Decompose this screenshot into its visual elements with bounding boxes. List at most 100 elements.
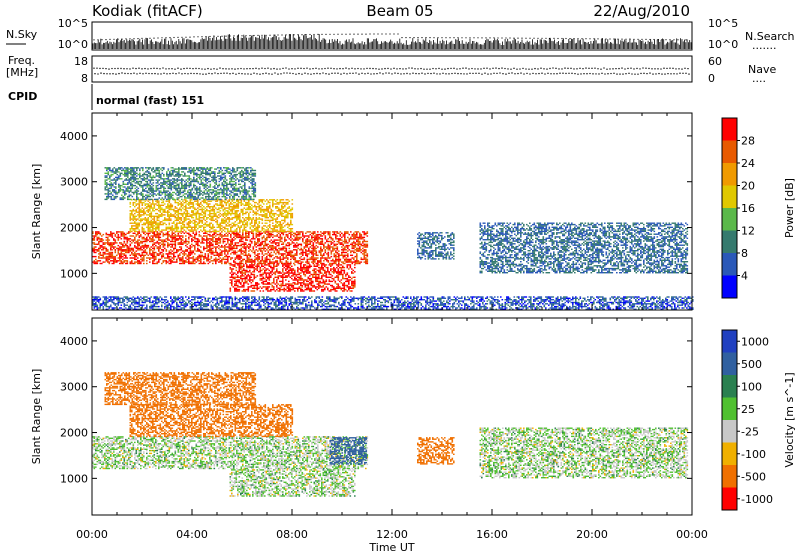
echo-cell (254, 242, 256, 244)
echo-cell (174, 240, 177, 243)
echo-cell (366, 261, 369, 263)
echo-cell (144, 246, 147, 248)
echo-cell (261, 240, 264, 243)
echo-cell (285, 260, 288, 262)
echo-cell (188, 247, 190, 250)
echo-cell (336, 283, 338, 285)
echo-cell (117, 247, 120, 250)
echo-cell (191, 239, 193, 241)
echo-cell (189, 201, 192, 204)
echo-cell (288, 254, 291, 256)
echo-cell (186, 207, 189, 209)
echo-cell (300, 268, 302, 270)
echo-cell (243, 242, 246, 244)
echo-cell (140, 221, 142, 223)
echo-cell (348, 282, 350, 284)
echo-cell (126, 240, 129, 243)
echo-cell (312, 250, 315, 252)
echo-cell (356, 258, 358, 261)
echo-cell (138, 207, 141, 209)
echo-cell (300, 243, 303, 245)
echo-cell (143, 257, 145, 259)
echo-cell (125, 254, 127, 256)
echo-cell (318, 260, 321, 262)
echo-cell (242, 262, 244, 265)
echo-cell (203, 261, 205, 263)
echo-cell (263, 240, 265, 243)
echo-cell (258, 249, 261, 251)
echo-cell (294, 271, 296, 273)
echo-cell (185, 261, 187, 263)
echo-cell (311, 238, 313, 240)
echo-cell (138, 249, 141, 251)
echo-cell (312, 255, 315, 258)
echo-cell (194, 225, 196, 227)
echo-cell (268, 272, 271, 274)
echo-cell (240, 272, 242, 274)
echo-cell (167, 233, 169, 236)
nave-dot (193, 72, 195, 75)
echo-cell (346, 264, 349, 266)
echo-cell (314, 236, 316, 239)
echo-cell (150, 238, 153, 240)
echo-cell (146, 232, 148, 234)
echo-cell (289, 266, 292, 269)
echo-cell (111, 243, 114, 245)
echo-cell (176, 230, 178, 233)
echo-cell (185, 206, 187, 208)
echo-cell (295, 277, 298, 280)
echo-cell (255, 284, 257, 287)
nave-dot (586, 73, 588, 75)
echo-cell (185, 219, 187, 222)
echo-cell (183, 221, 186, 223)
echo-cell (307, 280, 310, 283)
echo-cell (306, 261, 309, 263)
echo-cell (192, 244, 195, 247)
freq-dot (435, 68, 437, 70)
echo-cell (306, 260, 309, 262)
echo-cell (291, 283, 293, 285)
echo-cell (174, 226, 177, 228)
echo-cell (167, 254, 169, 256)
echo-cell (282, 253, 285, 255)
echo-cell (128, 246, 130, 248)
nsearch-dot (489, 37, 491, 39)
echo-cell (306, 283, 308, 285)
nsearch-dot (573, 38, 575, 40)
echo-cell (125, 249, 127, 251)
echo-cell (334, 271, 337, 273)
echo-cell (221, 262, 223, 265)
echo-cell (297, 247, 300, 250)
echo-cell (137, 242, 139, 244)
echo-cell (259, 279, 262, 281)
echo-cell (318, 282, 320, 284)
echo-cell (366, 246, 369, 248)
echo-cell (250, 286, 253, 288)
echo-cell (141, 203, 144, 205)
echo-cell (360, 235, 363, 237)
echo-cell (264, 253, 267, 255)
echo-cell (206, 260, 208, 262)
echo-cell (209, 261, 211, 263)
echo-cell (267, 268, 269, 270)
echo-cell (188, 242, 190, 244)
echo-cell (304, 269, 307, 272)
echo-cell (204, 257, 207, 259)
echo-cell (216, 258, 219, 261)
echo-cell (236, 254, 238, 256)
echo-cell (292, 284, 295, 287)
echo-cell (270, 271, 272, 273)
echo-cell (183, 206, 186, 208)
echo-cell (294, 232, 297, 234)
echo-cell (262, 276, 265, 278)
echo-cell (304, 266, 307, 269)
echo-cell (203, 232, 205, 234)
echo-cell (113, 238, 115, 240)
echo-cell (309, 231, 312, 233)
nave-dot (475, 72, 477, 75)
echo-cell (312, 290, 314, 292)
freq-dot (681, 68, 683, 70)
echo-cell (279, 260, 282, 262)
echo-cell (236, 236, 238, 239)
echo-cell (365, 254, 367, 256)
